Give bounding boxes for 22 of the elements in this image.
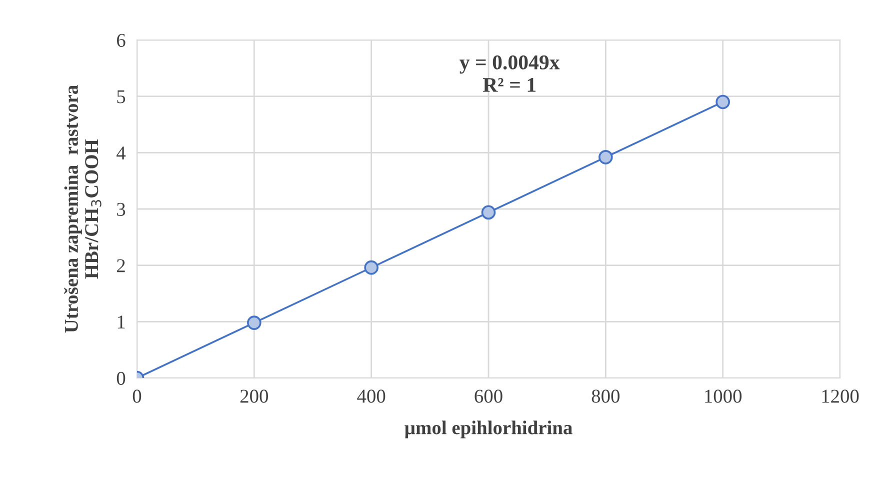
x-tick-label: 400 — [357, 390, 386, 403]
point — [716, 94, 730, 110]
y-tick-label: 1 — [118, 316, 125, 328]
x-tick-label: 200 — [240, 390, 268, 403]
y-tick-label: 2 — [117, 259, 125, 272]
x-tick-label: 1200 — [822, 390, 859, 403]
annotation: y = 0.0049x R² = 1 — [460, 55, 560, 92]
point — [247, 316, 262, 330]
x-tick-label: 600 — [474, 390, 502, 403]
point — [364, 260, 378, 275]
y-tick-label: 4 — [116, 146, 126, 160]
x-tick-label: 800 — [592, 390, 620, 403]
x-tick-label: 0 — [132, 390, 142, 403]
point — [598, 150, 613, 164]
y-tick-label: 3 — [117, 202, 126, 216]
point — [481, 205, 496, 220]
y-tick-label: 5 — [117, 90, 126, 104]
x-axis-title: µmol epihlorhidrina — [404, 420, 572, 438]
y-axis-title: Utrošena zapremina rastvora HBr/CH$_{3}$COOH — [64, 85, 102, 333]
y-tick-label: 0 — [116, 372, 126, 385]
y-tick-label: 6 — [117, 34, 126, 47]
x-tick-label: 1000 — [705, 390, 742, 403]
